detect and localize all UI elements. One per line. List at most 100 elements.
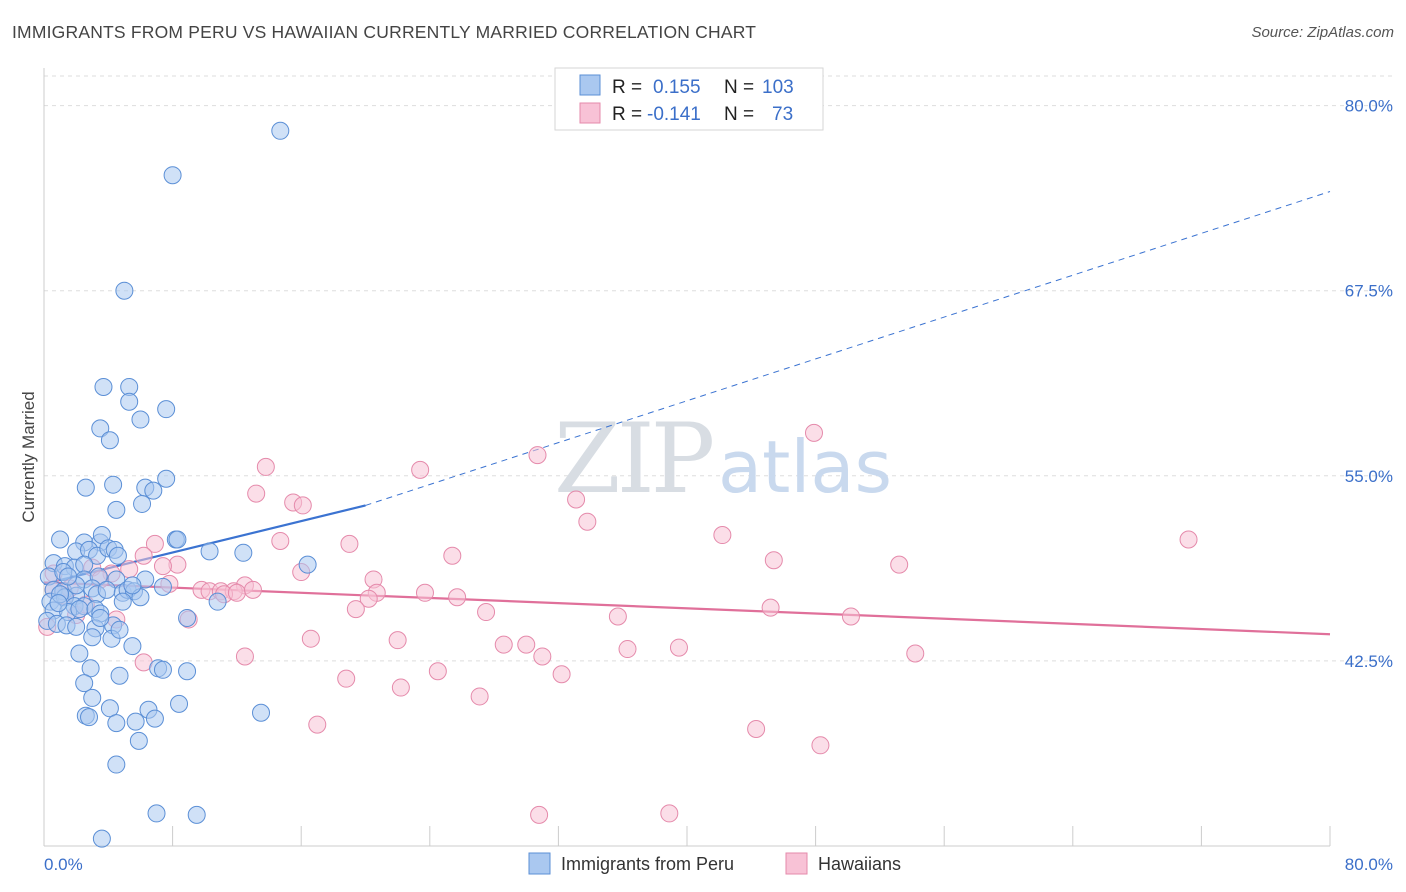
series-legend: Immigrants from Peru Hawaiians — [528, 852, 901, 875]
peru-point — [107, 714, 126, 733]
watermark-atlas: atlas — [718, 425, 892, 509]
hawaiians-point — [477, 603, 496, 622]
peru-point — [107, 500, 126, 519]
hawaiians-point — [271, 531, 290, 550]
series-swatch-peru — [528, 852, 551, 875]
peru-point — [157, 469, 176, 488]
peru-point — [178, 662, 197, 681]
y-tick-label: 42.5% — [1345, 652, 1393, 671]
y-tick-label: 80.0% — [1345, 97, 1393, 116]
hawaiians-point — [841, 607, 860, 626]
hawaiians-point — [448, 588, 467, 607]
peru-point — [123, 576, 142, 595]
peru-point — [113, 592, 132, 611]
hawaiians-point — [153, 557, 172, 576]
hawaiians-point — [308, 715, 327, 734]
peru-point — [115, 281, 134, 300]
x-tick-labels: 0.0% 80.0% — [44, 855, 1393, 874]
hawaiians-point — [669, 638, 688, 657]
peru-point — [147, 804, 166, 823]
legend-r-label-1: R = — [612, 77, 642, 98]
peru-point — [208, 592, 227, 611]
hawaiians-point — [528, 446, 547, 465]
hawaiians-point — [359, 589, 378, 608]
peru-point — [129, 731, 148, 750]
series-label-peru: Immigrants from Peru — [561, 854, 734, 874]
hawaiians-point — [764, 551, 783, 570]
hawaiians-point — [243, 580, 262, 599]
peru-trend-extension — [365, 191, 1331, 506]
peru-point — [67, 617, 86, 636]
peru-point — [70, 600, 89, 619]
peru-point — [100, 699, 119, 718]
series-swatch-hawaiians — [785, 852, 808, 875]
y-tick-label: 67.5% — [1345, 282, 1393, 301]
hawaiians-point — [578, 512, 597, 531]
peru-point — [59, 567, 78, 586]
hawaiians-point — [811, 736, 830, 755]
source-label: Source: ZipAtlas.com — [1251, 24, 1394, 41]
hawaiians-point — [906, 644, 925, 663]
legend-n-value-1: 103 — [762, 77, 794, 98]
peru-point — [145, 709, 164, 728]
peru-point — [92, 829, 111, 848]
hawaiians-point — [145, 534, 164, 553]
legend-r-value-1: 0.155 — [653, 77, 701, 98]
hawaiians-point — [567, 490, 586, 509]
peru-point — [70, 644, 89, 663]
x-tick-label-max: 80.0% — [1345, 855, 1393, 874]
hawaiians-point — [470, 687, 489, 706]
stats-legend: R = 0.155 N = 103 R = -0.141 N = 73 — [554, 67, 824, 131]
peru-points — [38, 121, 317, 848]
peru-point — [144, 481, 163, 500]
peru-point — [110, 620, 129, 639]
y-tick-label: 55.0% — [1345, 467, 1393, 486]
hawaiians-points — [38, 423, 1198, 824]
peru-point — [187, 805, 206, 824]
peru-point — [200, 542, 219, 561]
watermark: ZIP atlas — [554, 403, 892, 515]
hawaiians-point — [227, 583, 246, 602]
hawaiians-point — [415, 583, 434, 602]
hawaiians-point — [713, 526, 732, 545]
peru-point — [298, 555, 317, 574]
peru-point — [252, 703, 271, 722]
peru-point — [120, 392, 139, 411]
peru-point — [94, 377, 113, 396]
peru-point — [91, 419, 110, 438]
legend-r-value-2: -0.141 — [647, 104, 701, 125]
hawaiians-point — [337, 669, 356, 688]
hawaiians-point — [134, 546, 153, 565]
peru-point — [91, 608, 110, 627]
hawaiians-point — [761, 598, 780, 617]
legend-n-label-1: N = — [724, 77, 754, 98]
peru-point — [170, 694, 189, 713]
legend-n-label-2: N = — [724, 104, 754, 125]
hawaiians-point — [747, 720, 766, 739]
hawaiians-point — [660, 804, 679, 823]
peru-point — [49, 594, 68, 613]
hawaiians-point — [804, 423, 823, 442]
y-axis-label: Currently Married — [19, 391, 38, 522]
peru-point — [234, 543, 253, 562]
hawaiians-point — [552, 665, 571, 684]
x-tick-label-min: 0.0% — [44, 855, 83, 874]
hawaiians-point — [235, 647, 254, 666]
peru-point — [83, 628, 102, 647]
hawaiians-point — [1179, 530, 1198, 549]
hawaiians-point — [411, 460, 430, 479]
hawaiians-point — [533, 647, 552, 666]
peru-point — [133, 494, 152, 513]
peru-point — [271, 121, 290, 140]
peru-point — [75, 674, 94, 693]
peru-point — [81, 659, 100, 678]
peru-point — [83, 688, 102, 707]
hawaiians-point — [608, 607, 627, 626]
peru-point — [107, 755, 126, 774]
grid — [44, 75, 1392, 662]
hawaiians-point — [443, 546, 462, 565]
hawaiians-point — [346, 600, 365, 619]
peru-point — [123, 637, 142, 656]
hawaiians-point — [391, 678, 410, 697]
